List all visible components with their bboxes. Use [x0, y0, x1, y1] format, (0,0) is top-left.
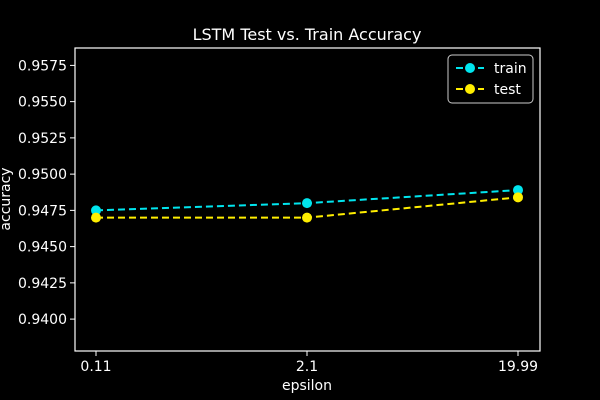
x-tick-label: 19.99	[498, 359, 538, 375]
y-tick-label: 0.9500	[18, 167, 67, 183]
y-tick-label: 0.9550	[18, 95, 67, 111]
legend-label-train: train	[494, 61, 527, 77]
y-axis: 0.9400 0.9425 0.9450 0.9475 0.9500 0.9525 0.95…	[18, 58, 75, 328]
y-axis-label: accuracy	[0, 167, 14, 230]
data-point-train	[513, 185, 523, 196]
legend-marker-test	[465, 84, 475, 94]
x-tick-label: 2.1	[296, 359, 318, 375]
chart-title: LSTM Test vs. Train Accuracy	[193, 25, 422, 44]
y-tick-label: 0.9525	[18, 131, 67, 147]
y-tick-label: 0.9575	[18, 58, 67, 74]
series-layer	[91, 185, 523, 223]
y-tick-label: 0.9400	[18, 312, 67, 328]
y-tick-label: 0.9475	[18, 203, 67, 219]
data-point-test	[302, 212, 312, 223]
y-tick-label: 0.9450	[18, 240, 67, 256]
legend-label-test: test	[494, 82, 521, 98]
x-tick-label: 0.11	[80, 359, 111, 375]
legend: train test	[447, 54, 534, 104]
y-tick-label: 0.9425	[18, 276, 67, 292]
x-axis-label: epsilon	[282, 378, 332, 394]
data-point-train	[91, 205, 101, 216]
data-point-test	[513, 192, 523, 203]
x-axis: 0.11 2.1 19.99	[80, 351, 538, 375]
legend-marker-train	[465, 63, 475, 73]
data-point-test	[91, 212, 101, 223]
data-point-train	[302, 198, 312, 209]
